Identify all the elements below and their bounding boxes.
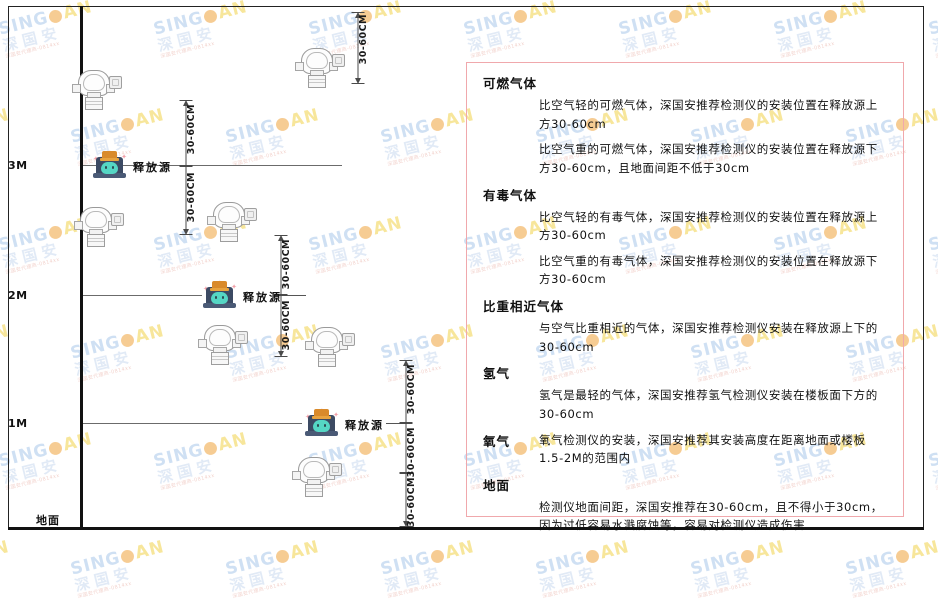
dimension-label: 30-60CM bbox=[281, 300, 292, 351]
gas-detector-icon bbox=[303, 325, 355, 367]
section-title: 有毒气体 bbox=[483, 187, 538, 203]
dimension-label: 30-60CM bbox=[358, 14, 369, 65]
section-body: 比空气轻的可燃气体，深国安推荐检测仪的安装位置在释放源上方30-60cm 比空气重… bbox=[539, 96, 887, 178]
section-body: 氢气是最轻的气体，深国安推荐氢气检测仪安装在楼板面下方的30-60cm bbox=[539, 386, 887, 423]
gridline-3m bbox=[80, 165, 342, 166]
gas-detector-icon bbox=[72, 205, 124, 247]
section-paragraph: 比空气重的可燃气体，深国安推荐检测仪的安装位置在释放源下方30-60cm，且地面… bbox=[539, 142, 878, 175]
release-source-icon: ✦✦ ✦ bbox=[93, 150, 127, 180]
gas-detector-icon bbox=[293, 46, 345, 88]
axis-label-3m: 3M bbox=[8, 159, 28, 172]
dimension-label: 30-60CM bbox=[406, 477, 417, 528]
gas-detector-icon bbox=[205, 200, 257, 242]
annotation-section-ground: 地面检测仪地面间距，深国安推荐在30-60cm，且不得小于30cm，因为过低容易… bbox=[483, 475, 887, 535]
leader-line bbox=[386, 423, 406, 424]
dimension-line bbox=[399, 473, 413, 527]
annotation-section-oxygen: 氧气 氧气检测仪的安装，深国安推荐其安装高度在距离地面或楼板1.5-2M的范围内 bbox=[483, 431, 887, 468]
dimension-line bbox=[351, 12, 365, 84]
gas-detector-icon bbox=[70, 68, 122, 110]
section-paragraph: 氢气是最轻的气体，深国安推荐氢气检测仪安装在楼板面下方的30-60cm bbox=[539, 388, 878, 421]
section-title: 氧气 bbox=[483, 433, 511, 449]
section-paragraph: 比空气重的有毒气体，深国安推荐检测仪的安装位置在释放源下方30-60cm bbox=[539, 253, 878, 287]
release-source-label: 释放源 bbox=[133, 161, 172, 174]
dimension-label: 30-60CM bbox=[281, 239, 292, 290]
vertical-axis bbox=[80, 6, 83, 530]
dimension-label: 30-60CM bbox=[186, 104, 197, 155]
section-paragraph: 氧气检测仪的安装，深国安推荐其安装高度在距离地面或楼板1.5-2M的范围内 bbox=[539, 432, 866, 466]
section-paragraph: 比空气轻的有毒气体，深国安推荐检测仪的安装位置在释放源上方30-60cm bbox=[539, 209, 878, 243]
annotation-section-similar-density: 比重相近气体与空气比重相近的气体，深国安推荐检测仪安装在释放源上下的30-60c… bbox=[483, 296, 887, 356]
gridline-2m bbox=[80, 295, 202, 296]
release-source-icon: ✦✦ ✦ bbox=[203, 280, 237, 310]
axis-label-2m: 2M bbox=[8, 289, 28, 302]
leader-line bbox=[284, 295, 306, 296]
dimension-label: 30-60CM bbox=[186, 172, 197, 223]
section-title: 可燃气体 bbox=[483, 76, 538, 91]
ground-label: 地面 bbox=[36, 514, 60, 527]
annotation-panel: 可燃气体 比空气轻的可燃气体，深国安推荐检测仪的安装位置在释放源上方30-60cm… bbox=[466, 62, 904, 532]
section-body: 比空气轻的有毒气体，深国安推荐检测仪的安装位置在释放源上方30-60cm 比空气重… bbox=[539, 208, 887, 290]
release-source-label: 释放源 bbox=[243, 291, 282, 304]
release-source-icon: ✦✦ ✦ bbox=[305, 408, 339, 438]
dimension-line bbox=[274, 295, 288, 357]
dimension-label: 30-60CM bbox=[406, 427, 417, 478]
section-title: 比重相近气体 bbox=[483, 299, 565, 314]
annotation-section-hydrogen: 氢气氢气是最轻的气体，深国安推荐氢气检测仪安装在楼板面下方的30-60cm bbox=[483, 363, 887, 423]
section-paragraph: 比空气轻的可燃气体，深国安推荐检测仪的安装位置在释放源上方30-60cm bbox=[539, 98, 878, 131]
section-paragraph: 检测仪地面间距，深国安推荐在30-60cm，且不得小于30cm，因为过低容易水溅… bbox=[539, 499, 883, 533]
dimension-line bbox=[399, 360, 413, 423]
axis-label-1m: 1M bbox=[8, 417, 28, 430]
gridline-1m bbox=[80, 423, 302, 424]
dimension-line bbox=[179, 100, 193, 166]
annotation-section-combustible: 可燃气体 比空气轻的可燃气体，深国安推荐检测仪的安装位置在释放源上方30-60cm… bbox=[483, 73, 887, 178]
annotation-section-toxic: 有毒气体 比空气轻的有毒气体，深国安推荐检测仪的安装位置在释放源上方30-60cm… bbox=[483, 185, 887, 290]
release-source-label: 释放源 bbox=[345, 419, 384, 432]
section-body: 与空气比重相近的气体，深国安推荐检测仪安装在释放源上下的30-60cm bbox=[539, 319, 887, 356]
dimension-label: 30-60CM bbox=[406, 364, 417, 415]
dimension-line bbox=[179, 166, 193, 235]
gas-detector-icon bbox=[290, 455, 342, 497]
section-title: 地面 bbox=[483, 477, 511, 493]
section-body: 检测仪地面间距，深国安推荐在30-60cm，且不得小于30cm，因为过低容易水溅… bbox=[539, 498, 887, 535]
section-title: 氢气 bbox=[483, 366, 511, 382]
dimension-line bbox=[274, 235, 288, 295]
ground-line bbox=[8, 527, 924, 530]
gas-detector-icon bbox=[196, 323, 248, 365]
dimension-line bbox=[399, 423, 413, 473]
section-paragraph: 与空气比重相近的气体，深国安推荐检测仪安装在释放源上下的30-60cm bbox=[539, 321, 878, 354]
